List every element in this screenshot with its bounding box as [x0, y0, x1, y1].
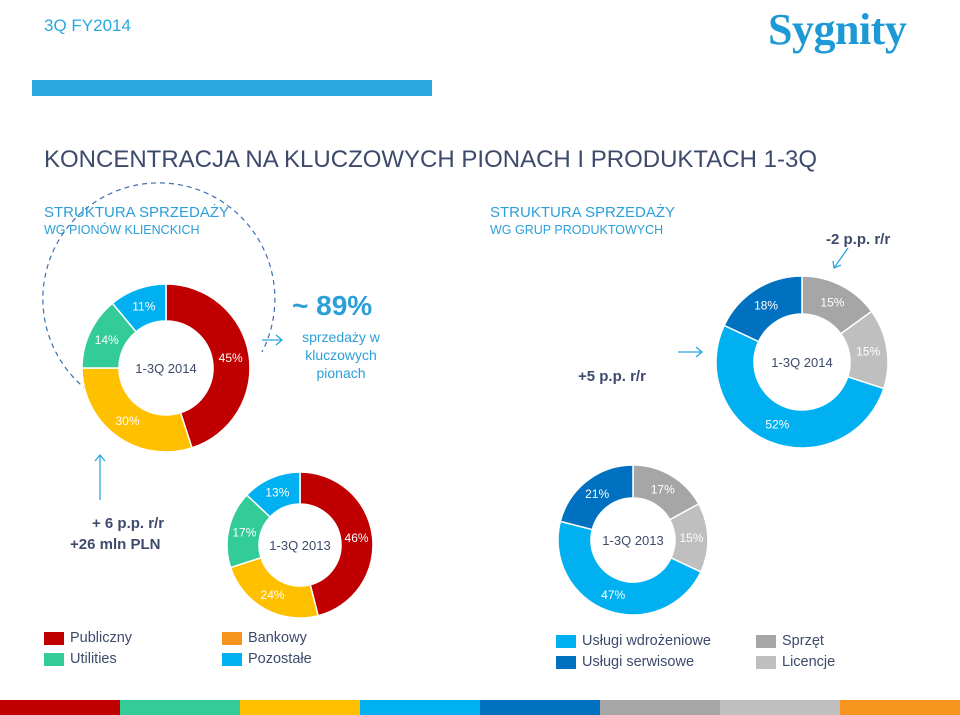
bottom-bar-segment	[480, 700, 600, 715]
donut4-slice-uslugi-wdrozeniowe	[557, 520, 702, 616]
legend-swatch	[44, 652, 64, 666]
legend-swatch	[222, 652, 242, 666]
legend-swatch	[756, 634, 776, 648]
legend-swatch	[756, 655, 776, 669]
bottom-bar-segment	[360, 700, 480, 715]
legend-label: Usługi serwisowe	[582, 654, 695, 670]
donut1-label-utilities: 14%	[95, 333, 119, 347]
legend-swatch	[556, 655, 576, 669]
legend-label: Utilities	[70, 651, 117, 667]
legend-item: Publiczny	[44, 630, 132, 646]
donut2-label-bankowy: 24%	[261, 588, 285, 602]
legend-item: Licencje	[756, 654, 835, 670]
right-section-subtitle: WG GRUP PRODUKTOWYCH	[490, 223, 664, 237]
donut1-label-publiczny: 45%	[219, 351, 243, 365]
arrow-icon	[262, 334, 284, 346]
donut3-slice-uslugi-wdrozeniowe	[715, 324, 885, 449]
legend-label: Publiczny	[70, 630, 133, 646]
arrow-down-icon	[832, 247, 849, 269]
donut4-center-label: 1-3Q 2013	[602, 533, 663, 548]
donut3-label-uslugi-serwisowe: 18%	[754, 298, 778, 312]
dashed-highlight-arc	[42, 182, 276, 401]
page-title: KONCENTRACJA NA KLUCZOWYCH PIONACH I PRO…	[44, 146, 817, 173]
donut4-label-sprzet: 17%	[651, 483, 675, 497]
donut3-label-sprzet: 15%	[820, 295, 844, 309]
donut3-label-uslugi-wdrozeniowe: 52%	[765, 417, 789, 431]
donut4-slice-uslugi-serwisowe	[559, 464, 634, 531]
legend-item: Bankowy	[222, 630, 307, 646]
donut1-slice-pozostale	[111, 283, 167, 333]
left-change-pln: +26 mln PLN	[70, 536, 161, 553]
donut1-label-pozostale: 11%	[132, 299, 155, 313]
right-section-title: STRUKTURA SPRZEDAŻY	[490, 204, 676, 221]
bottom-bar-segment	[240, 700, 360, 715]
legend-swatch	[222, 631, 242, 645]
donut4-label-licencje: 15%	[679, 531, 703, 545]
legend-swatch	[44, 631, 64, 645]
header-accent-bar	[32, 80, 432, 96]
donut4-label-uslugi-wdrozeniowe: 47%	[601, 588, 625, 602]
bottom-bar-segment	[120, 700, 240, 715]
bottom-color-bar	[0, 700, 960, 715]
donut3-center-label: 1-3Q 2014	[771, 355, 832, 370]
legend-item: Utilities	[44, 651, 117, 667]
bottom-bar-segment	[600, 700, 720, 715]
donut2-slice-publiczny	[299, 471, 374, 617]
donut2-label-publiczny: 46%	[345, 531, 369, 545]
left-section-title: STRUKTURA SPRZEDAŻY	[44, 204, 230, 221]
sygnity-logo: Sygnity	[768, 5, 907, 54]
donut2-center-label: 1-3Q 2013	[269, 538, 330, 553]
donut3-label-licencje: 15%	[856, 345, 880, 359]
donut4-label-uslugi-serwisowe: 21%	[585, 487, 609, 501]
donut2-label-utilities: 17%	[232, 526, 256, 540]
left-change-pp: + 6 p.p. r/r	[92, 515, 165, 532]
period-label: 3Q FY2014	[44, 16, 131, 35]
donut1-center-label: 1-3Q 2014	[135, 361, 196, 376]
donut1-slice-publiczny	[165, 283, 251, 449]
donut1-label-bankowy: 30%	[115, 414, 139, 428]
key-verticals-percent: ~ 89%	[292, 290, 373, 321]
legend-item: Pozostałe	[222, 651, 312, 667]
legend-label: Bankowy	[248, 630, 307, 646]
bottom-bar-segment	[720, 700, 840, 715]
bottom-bar-segment	[840, 700, 960, 715]
legend-label: Pozostałe	[248, 651, 312, 667]
donut2-label-pozostale: 13%	[265, 486, 289, 500]
key-verticals-desc: sprzedaży w kluczowych pionach	[302, 329, 380, 381]
right-change-mid: +5 p.p. r/r	[578, 368, 646, 385]
left-section-subtitle: WG PIONÓW KLIENCKICH	[44, 223, 200, 237]
arrow-up-icon	[94, 453, 106, 500]
bottom-bar-segment	[0, 700, 120, 715]
legend-label: Usługi wdrożeniowe	[582, 633, 711, 649]
donut2-slice-pozostale	[245, 471, 301, 518]
donut3-slice-uslugi-serwisowe	[723, 275, 803, 343]
right-change-top: -2 p.p. r/r	[826, 231, 891, 248]
legend-item: Usługi wdrożeniowe	[556, 633, 711, 649]
legend-item: Usługi serwisowe	[556, 654, 694, 670]
legend-item: Sprzęt	[756, 633, 824, 649]
legend-label: Licencje	[782, 654, 836, 670]
donut1-slice-bankowy	[81, 367, 193, 453]
legend-swatch	[556, 634, 576, 648]
arrow-right-icon	[678, 346, 704, 358]
legend-label: Sprzęt	[782, 633, 824, 649]
